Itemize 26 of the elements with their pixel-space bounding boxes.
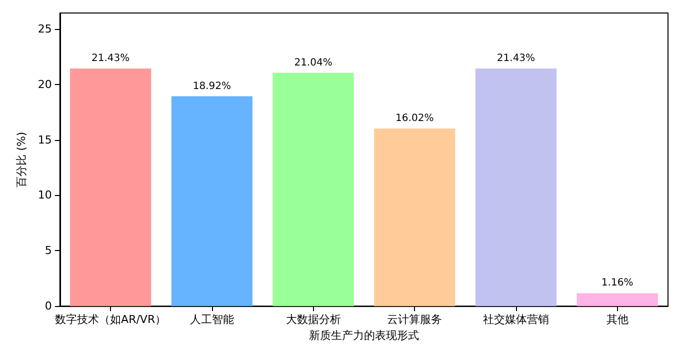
bar (576, 293, 658, 306)
data-label: 21.04% (294, 57, 332, 68)
x-tick-label: 大数据分析 (286, 313, 341, 326)
data-label: 21.43% (92, 52, 130, 64)
x-tick-label: 数字技术（如AR/VR） (55, 313, 166, 326)
data-label: 18.92% (192, 80, 231, 92)
x-tick-label: 其他 (606, 313, 628, 326)
bar (171, 96, 252, 306)
bar (475, 68, 557, 306)
y-tick-label: 10 (38, 188, 52, 202)
data-label: 1.16% (601, 278, 634, 289)
data-label: 16.02% (396, 112, 434, 124)
x-tick-label: 社交媒体营销 (482, 313, 549, 326)
bar (374, 128, 456, 306)
y-axis-title: 百分比 (%) (15, 132, 28, 188)
x-tick-label: 人工智能 (190, 313, 234, 326)
y-tick-label: 20 (38, 78, 52, 91)
bar (70, 68, 152, 306)
bar (272, 72, 354, 306)
y-tick-label: 25 (38, 22, 52, 36)
x-tick-label: 云计算服务 (387, 313, 442, 326)
y-tick-label: 15 (38, 133, 52, 146)
y-tick-label: 0 (44, 300, 52, 313)
x-axis-title: 新质生产力的表现形式 (308, 329, 419, 342)
y-tick-label: 5 (44, 244, 52, 258)
data-label: 21.43% (496, 52, 536, 64)
